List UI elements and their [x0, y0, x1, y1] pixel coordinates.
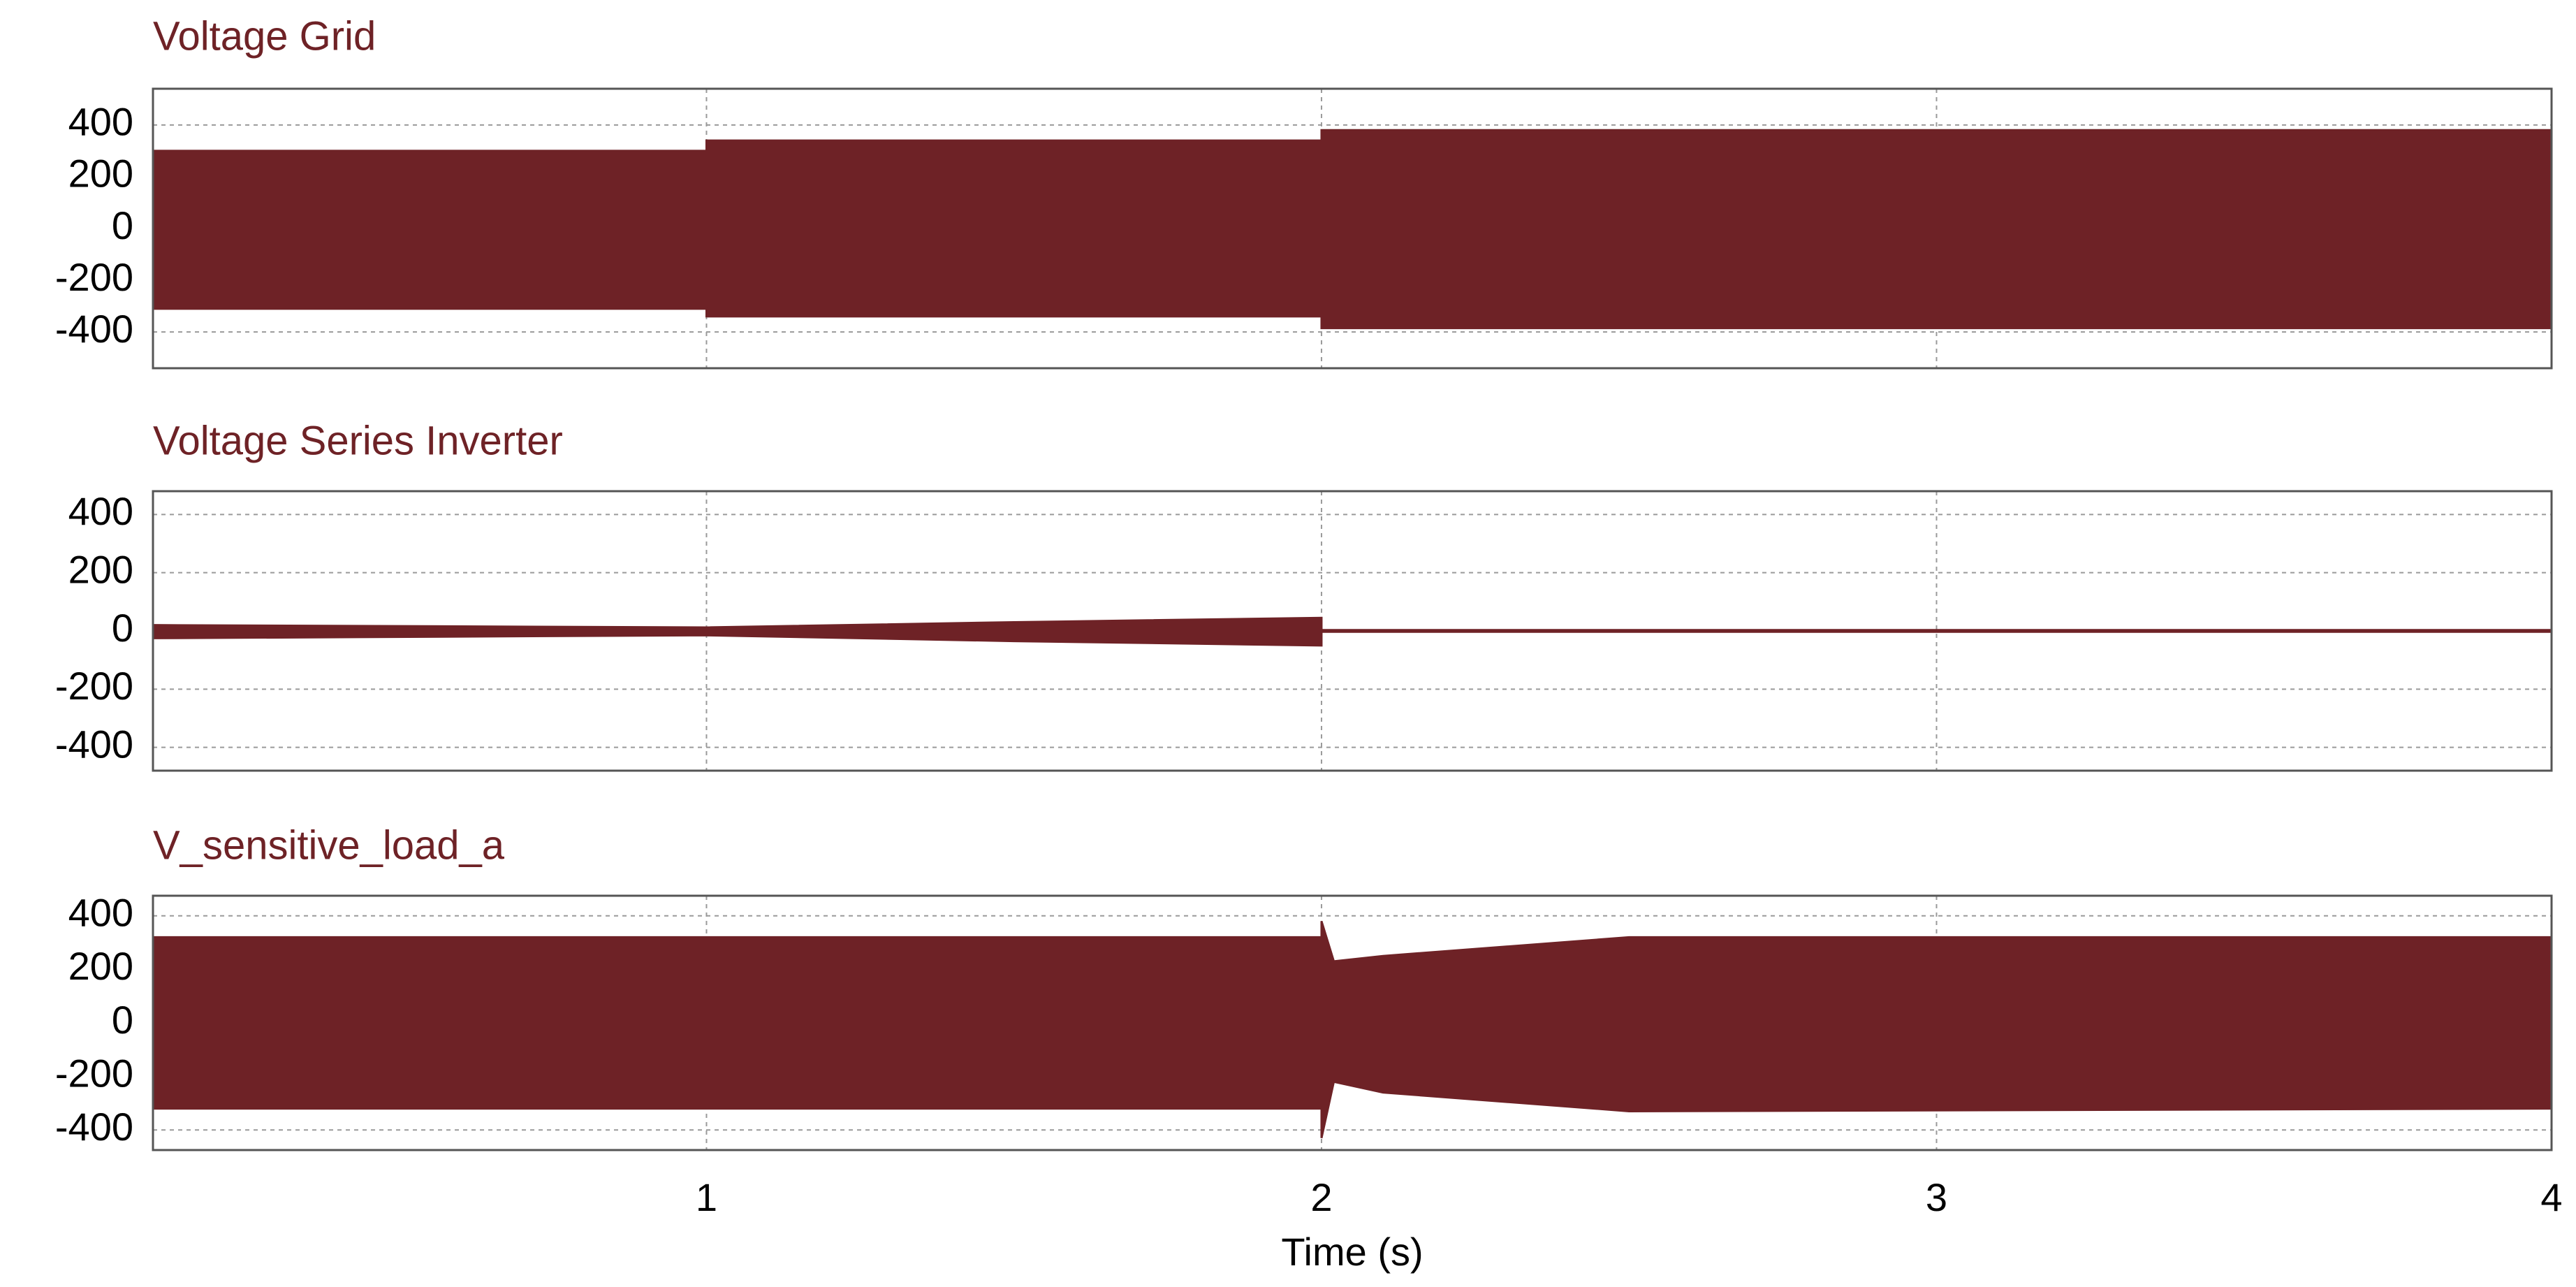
y-tick-label: 400 — [68, 489, 133, 533]
waveform-envelope — [152, 630, 2553, 647]
y-tick-label: -400 — [55, 722, 133, 766]
waveform-envelope — [152, 616, 2553, 632]
y-tick-label: 0 — [112, 998, 133, 1042]
plot-frame — [152, 87, 2553, 370]
y-tick-label: 200 — [68, 547, 133, 591]
chart-title: Voltage Series Inverter — [153, 418, 563, 463]
x-tick-label: 3 — [1926, 1175, 1947, 1219]
waveform-envelope — [152, 1021, 2553, 1139]
waveform-envelope — [152, 129, 2553, 230]
y-tick-label: 200 — [68, 944, 133, 988]
y-tick-label: 0 — [112, 203, 133, 247]
y-tick-label: 200 — [68, 152, 133, 196]
chart-title: V_sensitive_load_a — [153, 822, 505, 868]
y-tick-label: -200 — [55, 255, 133, 299]
plot-frame — [152, 894, 2553, 1151]
x-tick-label: 1 — [696, 1175, 717, 1219]
y-tick-label: 400 — [68, 100, 133, 144]
chart-title: Voltage Grid — [153, 13, 376, 59]
plot-frame — [152, 490, 2553, 772]
x-tick-label: 4 — [2540, 1175, 2562, 1219]
y-tick-label: 400 — [68, 891, 133, 935]
y-tick-label: -200 — [55, 664, 133, 708]
y-tick-label: -200 — [55, 1051, 133, 1095]
waveform-envelope — [152, 227, 2553, 330]
y-tick-label: 0 — [112, 606, 133, 650]
y-tick-label: -400 — [55, 1105, 133, 1149]
waveform-envelope — [152, 920, 2553, 1024]
x-tick-label: 2 — [1310, 1175, 1332, 1219]
x-axis-label: Time (s) — [1281, 1230, 1423, 1274]
y-tick-label: -400 — [55, 307, 133, 351]
